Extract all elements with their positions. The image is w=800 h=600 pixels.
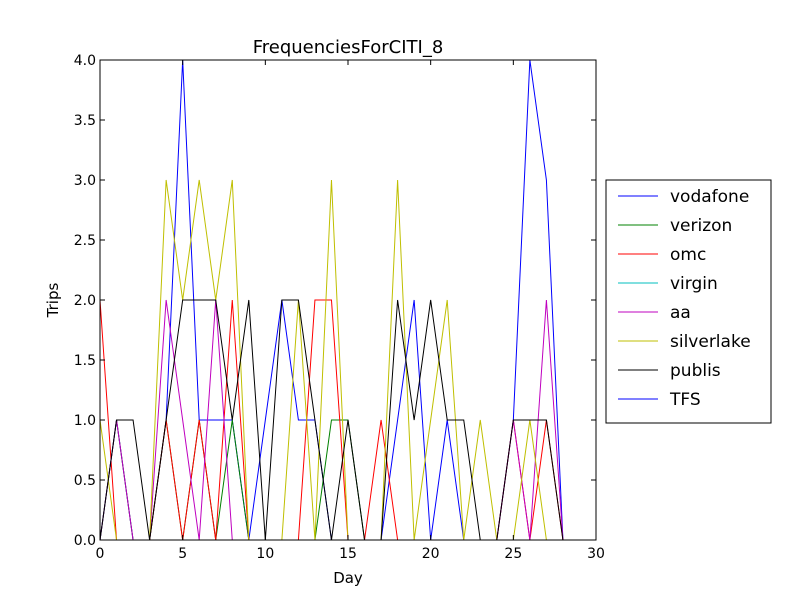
y-tick-label: 4.0 — [74, 53, 96, 69]
legend: vodafone verizon omc virgin aa silverlake publ… — [605, 179, 772, 424]
legend-box — [605, 179, 772, 424]
y-tick-label: 3.0 — [74, 173, 96, 189]
y-axis: 0.0 0.5 1.0 1.5 2.0 2.5 3.0 3.5 4.0 — [74, 53, 596, 549]
chart-title: FrequenciesForCITI_8 — [253, 37, 444, 58]
plot-frame — [99, 59, 597, 541]
series-line-vodafone — [99, 59, 596, 541]
x-tick-label: 15 — [339, 546, 357, 562]
y-tick-label: 2.5 — [74, 233, 96, 249]
x-tick-label: 5 — [178, 546, 187, 562]
legend-label: aa — [670, 303, 691, 323]
x-tick-label: 10 — [256, 546, 274, 562]
series-line-publis — [99, 299, 596, 541]
legend-label: verizon — [670, 216, 732, 236]
x-tick-label: 0 — [96, 546, 105, 562]
legend-label: virgin — [670, 274, 718, 294]
x-axis: 0 5 10 15 20 25 30 — [96, 60, 605, 562]
legend-label: publis — [670, 361, 721, 381]
y-tick-label: 3.5 — [74, 113, 96, 129]
x-tick-label: 30 — [587, 546, 605, 562]
y-axis-label: Trips — [44, 283, 62, 319]
x-tick-label: 25 — [504, 546, 522, 562]
x-tick-label: 20 — [422, 546, 440, 562]
legend-label: omc — [670, 245, 706, 265]
y-tick-label: 1.5 — [74, 353, 96, 369]
legend-label: TFS — [669, 390, 701, 410]
y-tick-label: 0.0 — [74, 533, 96, 549]
legend-label: vodafone — [670, 187, 749, 207]
y-tick-label: 2.0 — [74, 293, 96, 309]
y-tick-label: 1.0 — [74, 413, 96, 429]
x-axis-label: Day — [333, 569, 363, 587]
plot-lines — [99, 59, 596, 541]
y-tick-label: 0.5 — [74, 473, 96, 489]
legend-label: silverlake — [670, 332, 751, 352]
